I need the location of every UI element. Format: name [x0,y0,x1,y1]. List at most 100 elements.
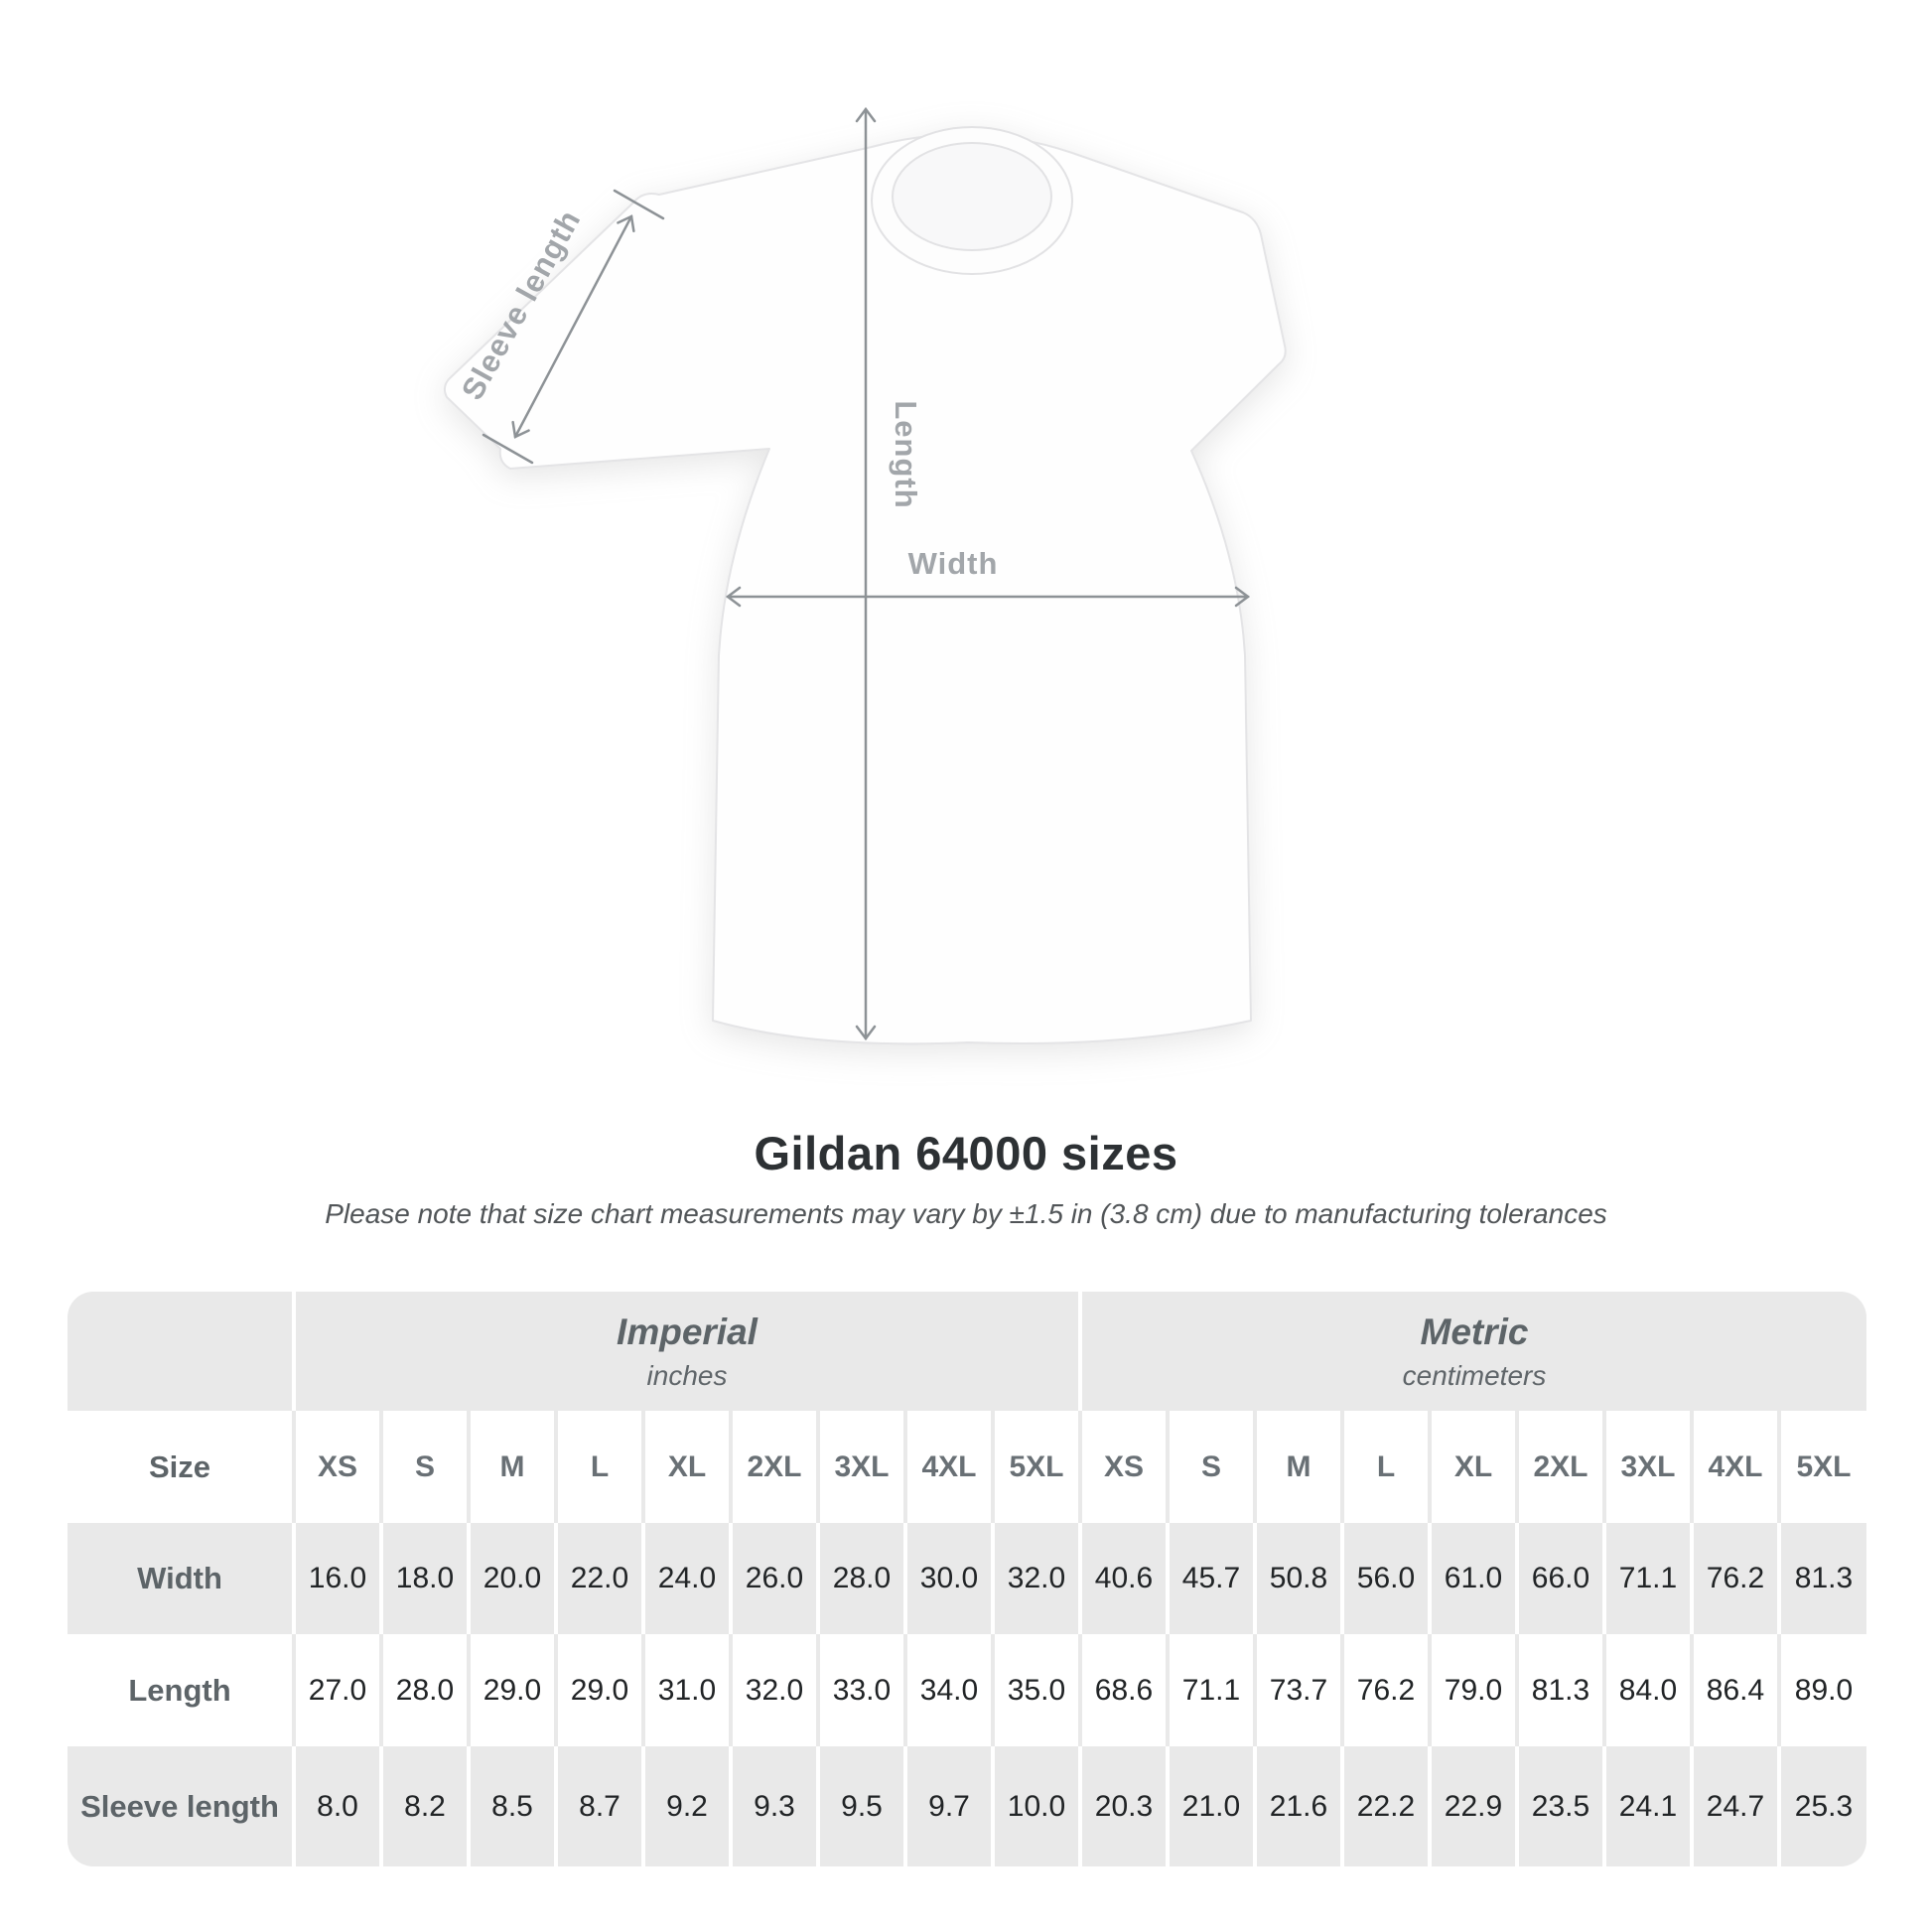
value-cell: 16.0 [294,1523,381,1634]
value-cell: 30.0 [905,1523,993,1634]
value-cell: 18.0 [381,1523,469,1634]
value-cell: 28.0 [818,1523,905,1634]
value-cell: 8.5 [469,1746,556,1866]
value-cell: 89.0 [1779,1634,1866,1746]
value-cell: 24.7 [1692,1746,1779,1866]
value-cell: 34.0 [905,1634,993,1746]
value-cell: 20.0 [469,1523,556,1634]
row-label-cell: Sleeve length [68,1746,294,1866]
size-header-cell: XS [294,1411,381,1523]
tshirt-diagram: Sleeve length Length Width [443,106,1287,1045]
width-annotation: Width [725,546,1251,608]
value-cell: 81.3 [1517,1634,1604,1746]
value-cell: 9.5 [818,1746,905,1866]
value-cell: 45.7 [1168,1523,1255,1634]
size-header-cell: L [1342,1411,1430,1523]
size-header-row: Size XS S M L XL 2XL 3XL 4XL 5XL XS S M L XL 2XL 3XL 4XL 5… [68,1411,1866,1523]
value-cell: 26.0 [731,1523,818,1634]
row-label-cell: Length [68,1634,294,1746]
value-cell: 29.0 [469,1634,556,1746]
value-cell: 21.0 [1168,1746,1255,1866]
value-cell: 29.0 [556,1634,643,1746]
size-chart-container: Imperial inches Metric centimeters Size XS S M L… [68,1292,1866,1866]
size-header-cell: 3XL [818,1411,905,1523]
size-header-cell: 4XL [1692,1411,1779,1523]
table-body: Width 16.0 18.0 20.0 22.0 24.0 26.0 28.0 30.0 32.… [68,1523,1866,1866]
value-cell: 79.0 [1430,1634,1517,1746]
length-label: Length [889,400,923,508]
size-header-cell: XS [1080,1411,1168,1523]
size-header-cell: 4XL [905,1411,993,1523]
unit-group-sublabel: centimeters [1402,1359,1547,1391]
tshirt-measurement-figure: Sleeve length Length Width [443,106,1287,1045]
measurement-row: Length 27.0 28.0 29.0 29.0 31.0 32.0 33.0 34.0 35… [68,1634,1866,1746]
size-header-cell: 2XL [1517,1411,1604,1523]
size-column-header: Size [68,1411,294,1523]
tolerance-note: Please note that size chart measurements… [325,1198,1607,1229]
row-label-cell: Width [68,1523,294,1634]
value-cell: 8.2 [381,1746,469,1866]
width-label: Width [908,546,999,581]
value-cell: 27.0 [294,1634,381,1746]
unit-group-metric: Metric centimeters [1080,1292,1866,1411]
value-cell: 20.3 [1080,1746,1168,1866]
value-cell: 9.7 [905,1746,993,1866]
value-cell: 86.4 [1692,1634,1779,1746]
tshirt-collar-inner [892,142,1052,251]
unit-group-label: Imperial [617,1311,758,1352]
size-header-cell: XL [1430,1411,1517,1523]
size-header-cell: 5XL [993,1411,1080,1523]
value-cell: 22.9 [1430,1746,1517,1866]
unit-group-imperial: Imperial inches [294,1292,1080,1411]
page-title: Gildan 64000 sizes [754,1127,1178,1179]
table-head: Imperial inches Metric centimeters Size XS S M L… [68,1292,1866,1523]
value-cell: 81.3 [1779,1523,1866,1634]
value-cell: 71.1 [1604,1523,1692,1634]
unit-group-label: Metric [1420,1311,1529,1352]
size-header-cell: L [556,1411,643,1523]
sleeve-measure-tick-bottom [482,433,534,465]
measurement-row: Sleeve length 8.0 8.2 8.5 8.7 9.2 9.3 9.5 9.7 10.… [68,1746,1866,1866]
size-header-cell: 5XL [1779,1411,1866,1523]
value-cell: 10.0 [993,1746,1080,1866]
value-cell: 71.1 [1168,1634,1255,1746]
sleeve-measure-tick-top [613,189,665,220]
value-cell: 9.3 [731,1746,818,1866]
size-header-cell: S [1168,1411,1255,1523]
value-cell: 22.0 [556,1523,643,1634]
value-cell: 40.6 [1080,1523,1168,1634]
value-cell: 76.2 [1692,1523,1779,1634]
value-cell: 31.0 [643,1634,731,1746]
size-chart-table: Imperial inches Metric centimeters Size XS S M L… [68,1292,1866,1866]
value-cell: 28.0 [381,1634,469,1746]
size-header-cell: S [381,1411,469,1523]
unit-header-row: Imperial inches Metric centimeters [68,1292,1866,1411]
size-header-cell: M [1255,1411,1342,1523]
value-cell: 66.0 [1517,1523,1604,1634]
length-annotation: Length [855,106,923,1041]
size-header-cell: 2XL [731,1411,818,1523]
value-cell: 50.8 [1255,1523,1342,1634]
value-cell: 22.2 [1342,1746,1430,1866]
size-header-cell: M [469,1411,556,1523]
value-cell: 23.5 [1517,1746,1604,1866]
value-cell: 9.2 [643,1746,731,1866]
measurement-row: Width 16.0 18.0 20.0 22.0 24.0 26.0 28.0 30.0 32.… [68,1523,1866,1634]
size-header-cell: 3XL [1604,1411,1692,1523]
size-header-cell: XL [643,1411,731,1523]
value-cell: 21.6 [1255,1746,1342,1866]
value-cell: 8.0 [294,1746,381,1866]
unit-spacer-cell [68,1292,294,1411]
sleeve-measure-arrow [511,214,635,439]
value-cell: 33.0 [818,1634,905,1746]
value-cell: 32.0 [993,1523,1080,1634]
value-cell: 61.0 [1430,1523,1517,1634]
value-cell: 35.0 [993,1634,1080,1746]
value-cell: 24.0 [643,1523,731,1634]
value-cell: 56.0 [1342,1523,1430,1634]
value-cell: 32.0 [731,1634,818,1746]
value-cell: 8.7 [556,1746,643,1866]
value-cell: 73.7 [1255,1634,1342,1746]
value-cell: 76.2 [1342,1634,1430,1746]
